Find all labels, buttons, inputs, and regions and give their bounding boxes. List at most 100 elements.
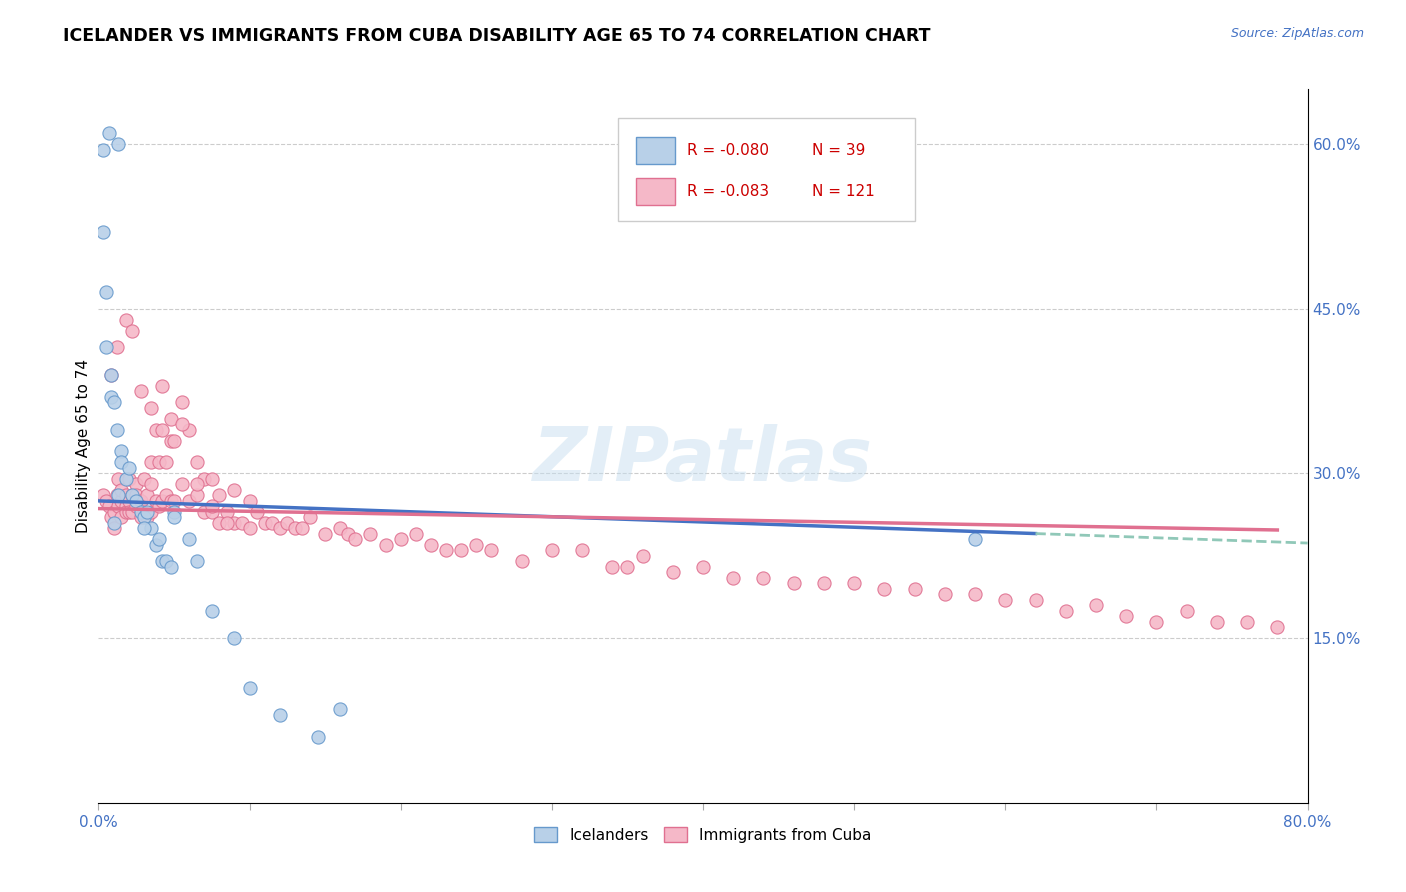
Point — [110, 510, 132, 524]
Text: N = 121: N = 121 — [811, 184, 875, 199]
Point — [150, 554, 173, 568]
Point — [100, 368, 122, 382]
Point — [105, 340, 128, 354]
Point — [118, 505, 141, 519]
Point — [91, 143, 114, 157]
Point — [201, 472, 224, 486]
Point — [1206, 615, 1229, 629]
Point — [434, 543, 457, 558]
Point — [170, 417, 193, 431]
Text: N = 39: N = 39 — [811, 143, 865, 158]
Point — [160, 411, 183, 425]
Point — [201, 505, 224, 519]
Y-axis label: Disability Age 65 to 74: Disability Age 65 to 74 — [76, 359, 91, 533]
Point — [224, 483, 246, 497]
Point — [94, 285, 117, 300]
Point — [135, 505, 157, 519]
Point — [107, 472, 129, 486]
Point — [389, 533, 412, 547]
Point — [121, 505, 143, 519]
Point — [118, 494, 141, 508]
Point — [186, 455, 208, 469]
Point — [100, 510, 122, 524]
Point — [145, 423, 167, 437]
Point — [215, 516, 238, 530]
Point — [314, 526, 336, 541]
Point — [336, 526, 359, 541]
Point — [253, 516, 276, 530]
Point — [160, 434, 183, 448]
Bar — [637, 178, 675, 205]
Point — [121, 488, 143, 502]
Point — [965, 587, 987, 601]
Point — [752, 571, 775, 585]
Point — [145, 538, 167, 552]
Point — [107, 137, 129, 152]
Point — [510, 554, 533, 568]
Point — [100, 390, 122, 404]
Point — [1267, 620, 1289, 634]
Point — [231, 516, 253, 530]
Point — [91, 225, 114, 239]
Point — [125, 488, 148, 502]
Point — [186, 477, 208, 491]
Point — [1085, 598, 1108, 612]
Point — [121, 488, 143, 502]
Point — [450, 543, 472, 558]
Point — [132, 521, 155, 535]
Point — [110, 494, 132, 508]
Point — [540, 543, 562, 558]
Point — [1236, 615, 1258, 629]
Point — [141, 455, 163, 469]
Point — [150, 423, 173, 437]
Point — [121, 324, 143, 338]
Point — [125, 494, 148, 508]
Point — [114, 500, 136, 514]
Point — [239, 521, 262, 535]
Point — [107, 488, 129, 502]
Point — [193, 472, 215, 486]
Point — [246, 505, 269, 519]
Point — [934, 587, 956, 601]
Point — [994, 592, 1017, 607]
Point — [160, 559, 183, 574]
Point — [145, 494, 167, 508]
Point — [91, 488, 114, 502]
Text: R = -0.083: R = -0.083 — [688, 184, 769, 199]
Point — [291, 521, 314, 535]
Point — [129, 505, 152, 519]
Point — [114, 472, 136, 486]
Point — [98, 500, 121, 514]
Point — [107, 500, 129, 514]
Point — [114, 488, 136, 502]
Text: ICELANDER VS IMMIGRANTS FROM CUBA DISABILITY AGE 65 TO 74 CORRELATION CHART: ICELANDER VS IMMIGRANTS FROM CUBA DISABI… — [63, 27, 931, 45]
Point — [360, 526, 382, 541]
Legend: Icelanders, Immigrants from Cuba: Icelanders, Immigrants from Cuba — [529, 821, 877, 848]
Point — [141, 401, 163, 415]
Point — [118, 461, 141, 475]
Point — [420, 538, 443, 552]
Point — [616, 559, 638, 574]
Point — [1175, 604, 1198, 618]
Point — [329, 521, 352, 535]
Point — [155, 554, 177, 568]
Point — [103, 516, 125, 530]
Point — [179, 533, 201, 547]
Point — [179, 423, 201, 437]
Point — [118, 472, 141, 486]
Point — [208, 488, 231, 502]
Point — [873, 582, 896, 596]
Point — [276, 516, 298, 530]
Point — [262, 516, 284, 530]
Point — [129, 494, 152, 508]
Point — [141, 505, 163, 519]
Point — [135, 510, 157, 524]
Point — [1054, 604, 1077, 618]
Point — [1115, 609, 1137, 624]
Point — [602, 559, 624, 574]
Point — [344, 533, 367, 547]
Point — [148, 455, 170, 469]
Point — [284, 521, 307, 535]
Point — [103, 505, 125, 519]
Point — [155, 488, 177, 502]
